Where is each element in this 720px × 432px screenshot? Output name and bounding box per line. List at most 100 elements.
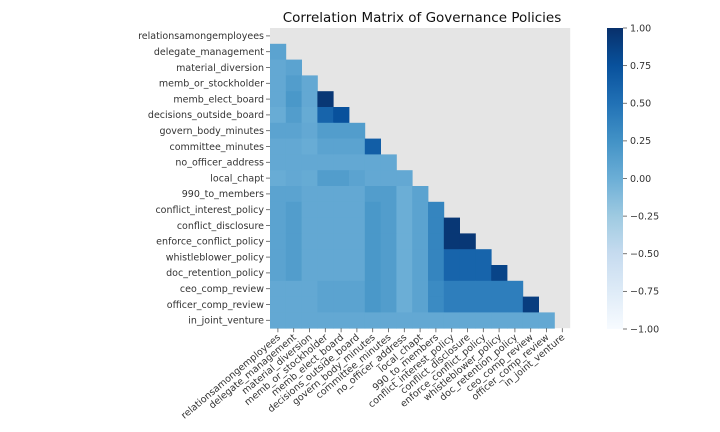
colorbar-tick-label: −0.75	[630, 287, 659, 298]
heatmap-cell	[270, 249, 287, 266]
y-tick-label: delegate_management	[154, 47, 264, 58]
heatmap-cell	[507, 280, 524, 297]
heatmap-cell	[301, 138, 318, 155]
heatmap-cell	[459, 312, 476, 329]
heatmap-cell	[349, 280, 366, 297]
heatmap-cell	[396, 233, 413, 250]
heatmap-cell	[364, 249, 381, 266]
heatmap-cell	[443, 233, 460, 250]
heatmap-cell	[270, 312, 287, 329]
heatmap-cell	[301, 265, 318, 282]
y-tick-label: 990_to_members	[182, 189, 264, 200]
heatmap-cell	[301, 122, 318, 139]
y-tick-label: local_chapt	[210, 173, 264, 184]
heatmap-cell	[285, 201, 302, 218]
heatmap-cell	[428, 280, 445, 297]
heatmap-cell	[412, 249, 429, 266]
heatmap-cell	[396, 186, 413, 203]
heatmap-cell	[301, 75, 318, 92]
heatmap-cell	[270, 186, 287, 203]
heatmap-cell	[522, 312, 539, 329]
heatmap-cell	[317, 138, 334, 155]
heatmap-cell	[301, 312, 318, 329]
heatmap-cell	[270, 43, 287, 60]
heatmap-cell	[333, 201, 350, 218]
heatmap-cell	[270, 170, 287, 187]
heatmap-cell	[443, 217, 460, 234]
heatmap-cell	[349, 186, 366, 203]
heatmap-cell	[270, 233, 287, 250]
heatmap-cell	[301, 91, 318, 108]
heatmap-cell	[396, 217, 413, 234]
heatmap-cell	[270, 201, 287, 218]
heatmap-cell	[317, 186, 334, 203]
heatmap-cell	[270, 122, 287, 139]
heatmap-cell	[270, 296, 287, 313]
heatmap-cell	[333, 186, 350, 203]
heatmap-cell	[270, 75, 287, 92]
heatmap-cell	[333, 154, 350, 171]
heatmap-cell	[333, 280, 350, 297]
heatmap-cell	[317, 280, 334, 297]
colorbar-tick-label: 0.75	[630, 61, 651, 72]
heatmap-cell	[285, 170, 302, 187]
heatmap-cell	[428, 296, 445, 313]
heatmap-cell	[412, 265, 429, 282]
heatmap-cell	[364, 296, 381, 313]
heatmap-cell	[333, 296, 350, 313]
heatmap-cell	[443, 280, 460, 297]
heatmap-cells	[270, 43, 555, 329]
heatmap-cell	[333, 312, 350, 329]
heatmap-cell	[396, 296, 413, 313]
heatmap-cell	[270, 107, 287, 124]
heatmap-cell	[285, 154, 302, 171]
heatmap-cell	[270, 138, 287, 155]
heatmap-cell	[349, 233, 366, 250]
colorbar-tick-label: −0.50	[630, 249, 659, 260]
heatmap-cell	[538, 312, 555, 329]
heatmap-cell	[380, 249, 397, 266]
heatmap-cell	[380, 312, 397, 329]
heatmap-cell	[364, 265, 381, 282]
heatmap-cell	[270, 265, 287, 282]
heatmap-cell	[380, 296, 397, 313]
heatmap-cell	[333, 170, 350, 187]
heatmap-cell	[412, 296, 429, 313]
heatmap-cell	[285, 122, 302, 139]
y-tick-label: enforce_conflict_policy	[156, 237, 264, 248]
heatmap-cell	[364, 138, 381, 155]
y-tick-label: committee_minutes	[169, 142, 264, 153]
heatmap-cell	[317, 312, 334, 329]
heatmap-cell	[301, 233, 318, 250]
heatmap-cell	[301, 249, 318, 266]
heatmap-cell	[317, 201, 334, 218]
heatmap-cell	[317, 154, 334, 171]
heatmap-cell	[412, 201, 429, 218]
heatmap-cell	[428, 233, 445, 250]
heatmap-cell	[349, 217, 366, 234]
heatmap-cell	[380, 233, 397, 250]
colorbar: 1.00 0.75 0.50 0.25 0.00 −0.25 −0.50 −0.75 −1.00	[607, 23, 659, 335]
heatmap-cell	[364, 233, 381, 250]
heatmap-cell	[317, 265, 334, 282]
heatmap-cell	[333, 107, 350, 124]
heatmap-cell	[301, 201, 318, 218]
y-tick-label: whistleblower_policy	[166, 252, 265, 263]
heatmap-cell	[412, 217, 429, 234]
heatmap-cell	[396, 265, 413, 282]
colorbar-tick-label: 0.00	[630, 174, 651, 185]
heatmap-cell	[412, 312, 429, 329]
heatmap-cell	[396, 280, 413, 297]
heatmap-cell	[443, 265, 460, 282]
heatmap-cell	[459, 280, 476, 297]
heatmap-cell	[459, 265, 476, 282]
heatmap-cell	[380, 154, 397, 171]
heatmap-cell	[285, 312, 302, 329]
heatmap-cell	[428, 217, 445, 234]
heatmap-cell	[349, 154, 366, 171]
heatmap-cell	[443, 296, 460, 313]
heatmap-cell	[301, 154, 318, 171]
heatmap-cell	[317, 296, 334, 313]
colorbar-gradient	[607, 28, 623, 329]
